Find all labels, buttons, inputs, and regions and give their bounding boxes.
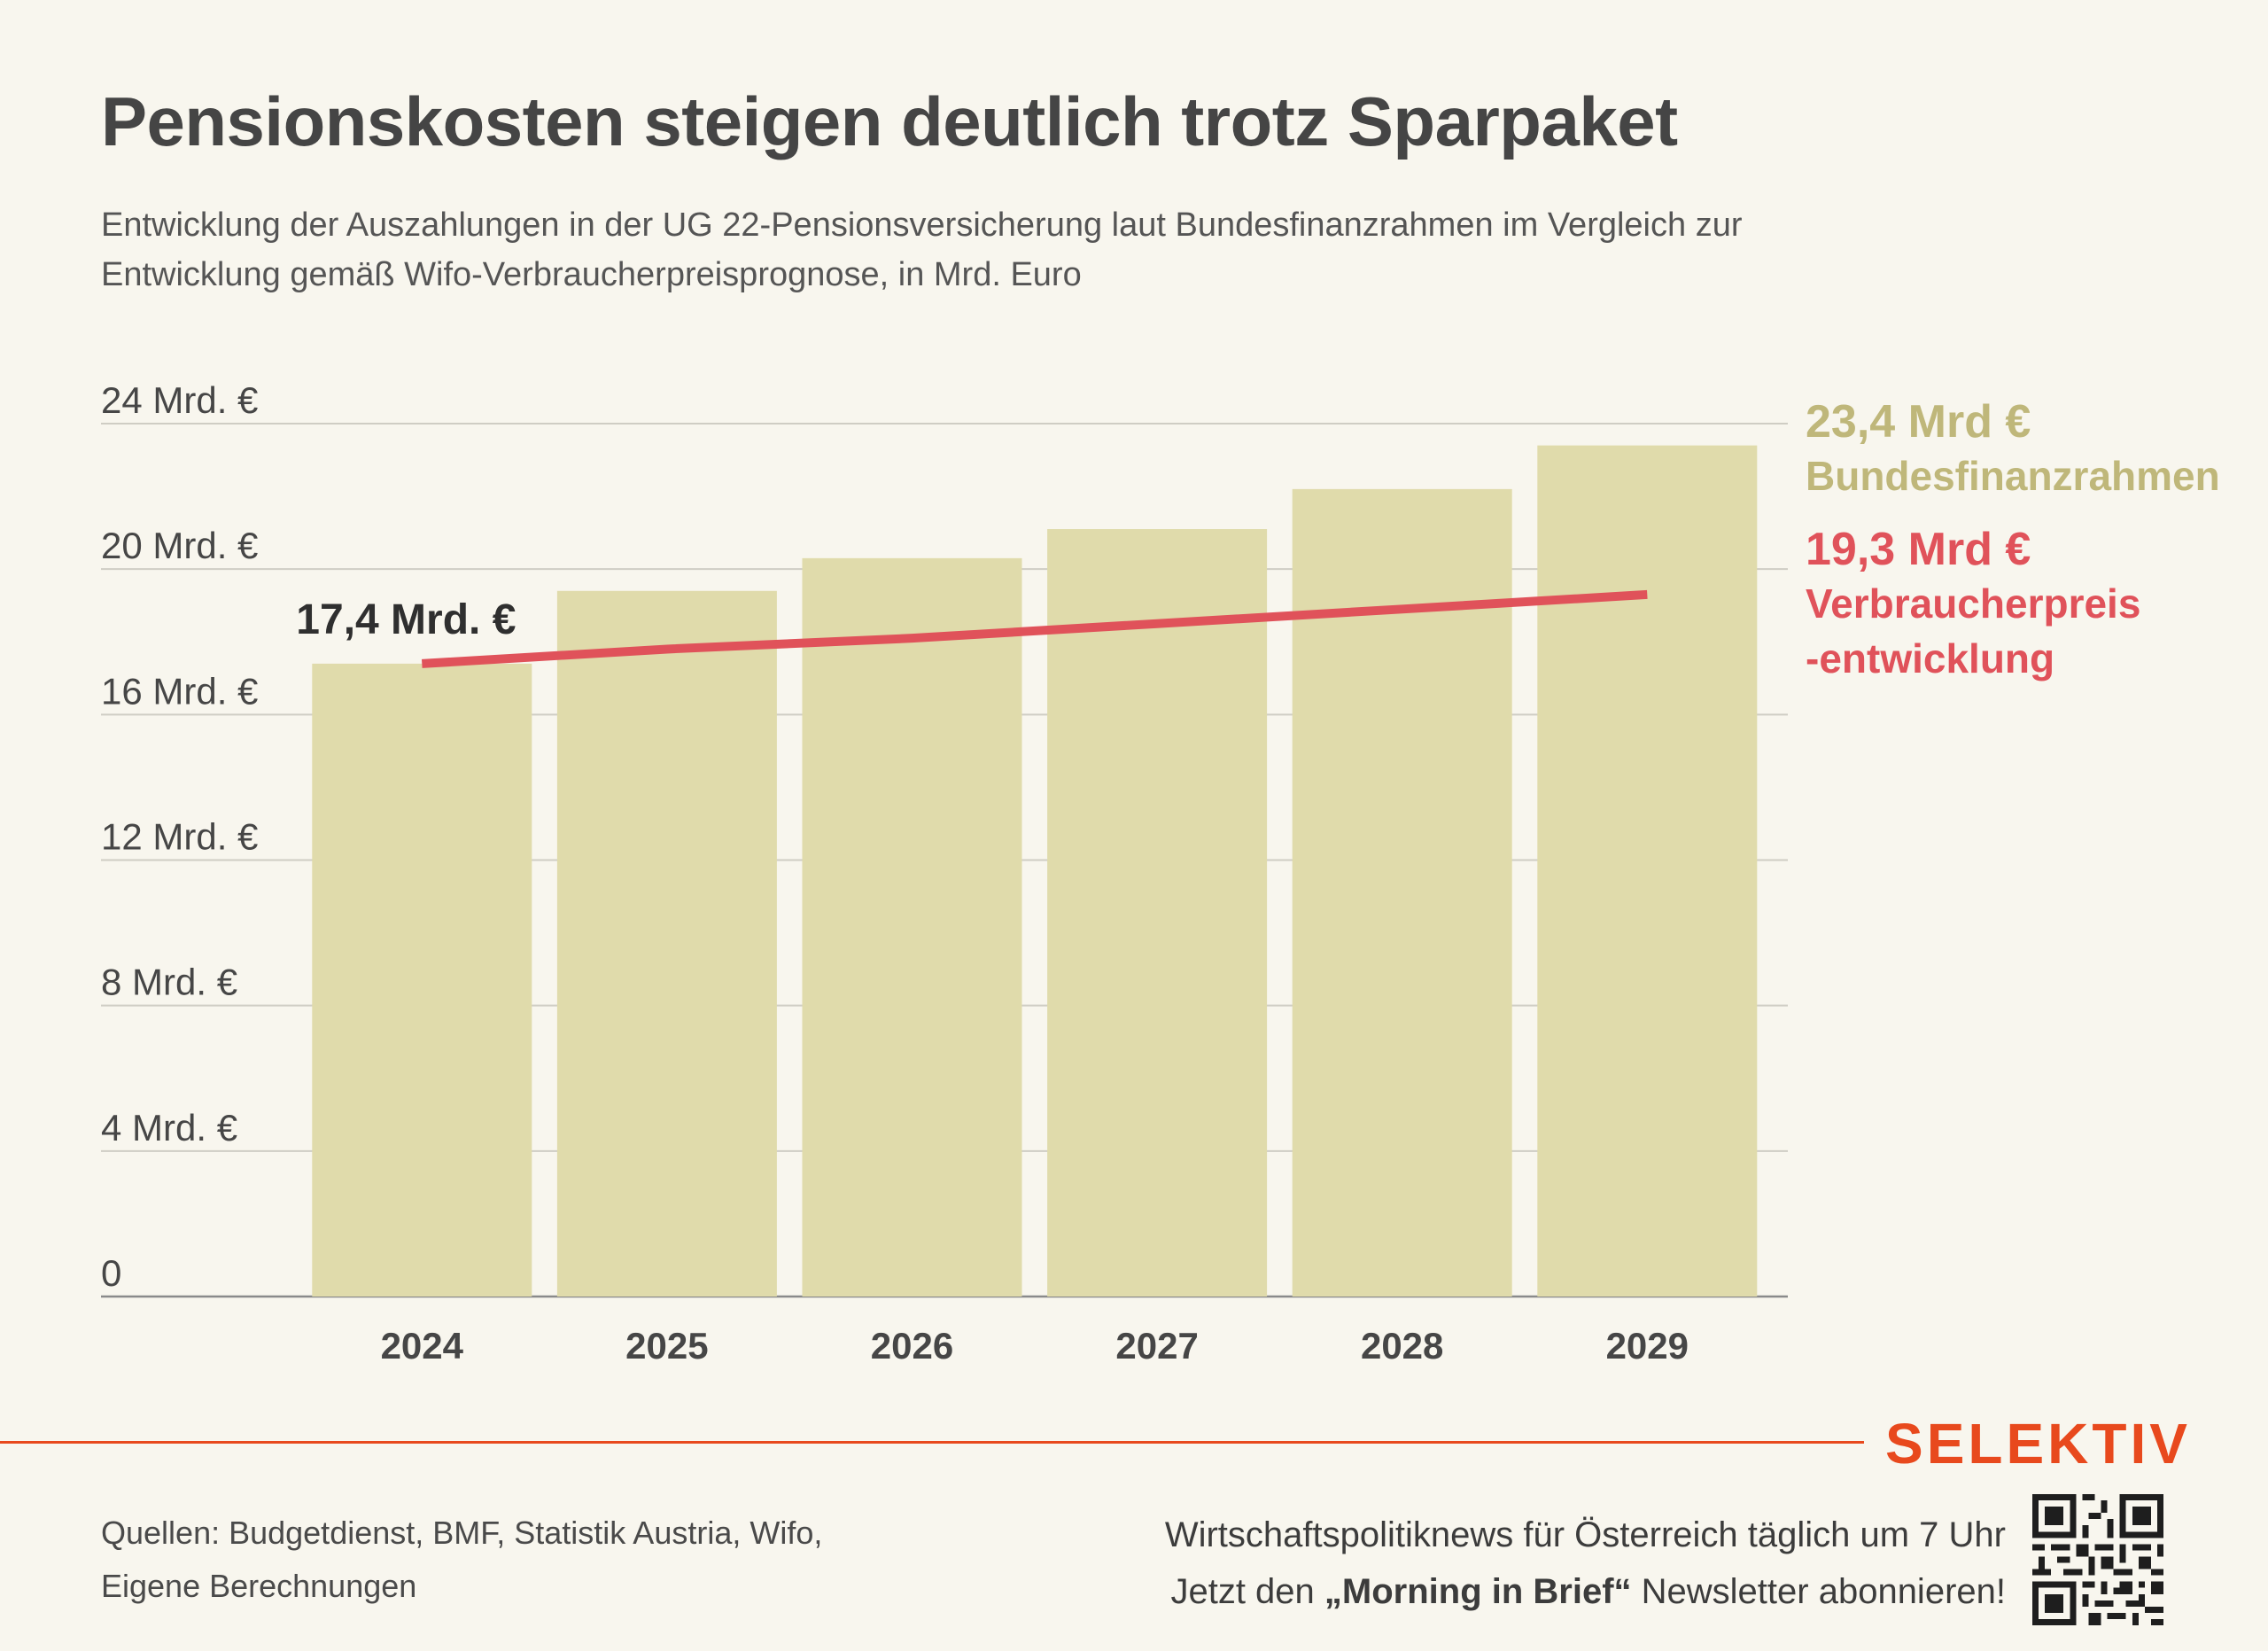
qr-code-icon[interactable] <box>2032 1494 2163 1625</box>
bar-2029 <box>1537 445 1758 1297</box>
x-tick-label: 2025 <box>625 1325 708 1367</box>
promo-line-2: Jetzt den „Morning in Brief“ Newsletter … <box>1165 1563 2006 1620</box>
bar-2026 <box>802 557 1022 1297</box>
promo-line-1: Wirtschaftspolitiknews für Österreich tä… <box>1164 1515 2006 1554</box>
legend-bar-value: 23,4 Mrd € <box>1806 396 2031 448</box>
y-tick-label: 8 Mrd. € <box>101 962 237 1003</box>
chart-title: Pensionskosten steigen deutlich trotz Sp… <box>101 82 1678 160</box>
legend-line-value: 19,3 Mrd € <box>1806 524 2031 575</box>
bars <box>312 445 1758 1297</box>
legend-bar-name: Bundesfinanzrahmen <box>1806 453 2220 499</box>
x-tick-label: 2024 <box>381 1325 464 1367</box>
y-tick-label: 0 <box>101 1252 121 1294</box>
data-label-first: 17,4 Mrd. € <box>296 596 516 643</box>
axis-labels: 0 4 Mrd. € 8 Mrd. € 12 Mrd. € 16 Mrd. € 20 Mr… <box>101 379 1689 1367</box>
y-tick-label: 20 Mrd. € <box>101 525 258 566</box>
x-tick-label: 2027 <box>1115 1325 1198 1367</box>
cpi-line <box>422 589 1648 668</box>
sources-note: Quellen: Budgetdienst, BMF, Statistik Au… <box>101 1507 987 1613</box>
promo-prefix: Jetzt den <box>1170 1572 1324 1611</box>
pension-cost-chart: 0 4 Mrd. € 8 Mrd. € 12 Mrd. € 16 Mrd. € 20 Mr… <box>101 379 1788 1367</box>
promo-suffix: Newsletter abonnieren! <box>1631 1572 2006 1611</box>
bar-2027 <box>1047 529 1268 1297</box>
sources-line-2: Eigene Berechnungen <box>101 1568 417 1604</box>
bar-2024 <box>312 663 532 1297</box>
y-tick-label: 4 Mrd. € <box>101 1107 237 1149</box>
brand-logo: SELEKTIV <box>1885 1412 2191 1476</box>
bar-2028 <box>1292 488 1512 1297</box>
y-tick-label: 12 Mrd. € <box>101 816 258 858</box>
x-tick-label: 2028 <box>1361 1325 1443 1367</box>
legend-line-name-2: -entwicklung <box>1806 635 2055 681</box>
chart-subtitle: Entwicklung der Auszahlungen in der UG 2… <box>101 206 1743 293</box>
cpi-line-group <box>422 589 1648 668</box>
legend-verbraucherpreis: 19,3 Mrd € Verbraucherpreis -entwicklung <box>1806 523 2140 686</box>
newsletter-promo: Wirtschaftspolitiknews für Österreich tä… <box>1165 1507 2006 1620</box>
bar-2025 <box>556 590 777 1297</box>
y-tick-label: 24 Mrd. € <box>101 379 258 421</box>
legend-line-name-1: Verbraucherpreis <box>1806 580 2141 627</box>
legend-bundesfinanzrahmen: 23,4 Mrd € Bundesfinanzrahmen <box>1806 395 2220 503</box>
promo-newsletter-name: „Morning in Brief“ <box>1324 1572 1632 1611</box>
footer-divider <box>0 1441 1864 1444</box>
x-tick-label: 2029 <box>1606 1325 1689 1367</box>
y-tick-label: 16 Mrd. € <box>101 670 258 712</box>
sources-line-1: Quellen: Budgetdienst, BMF, Statistik Au… <box>101 1515 823 1551</box>
x-tick-label: 2026 <box>871 1325 953 1367</box>
